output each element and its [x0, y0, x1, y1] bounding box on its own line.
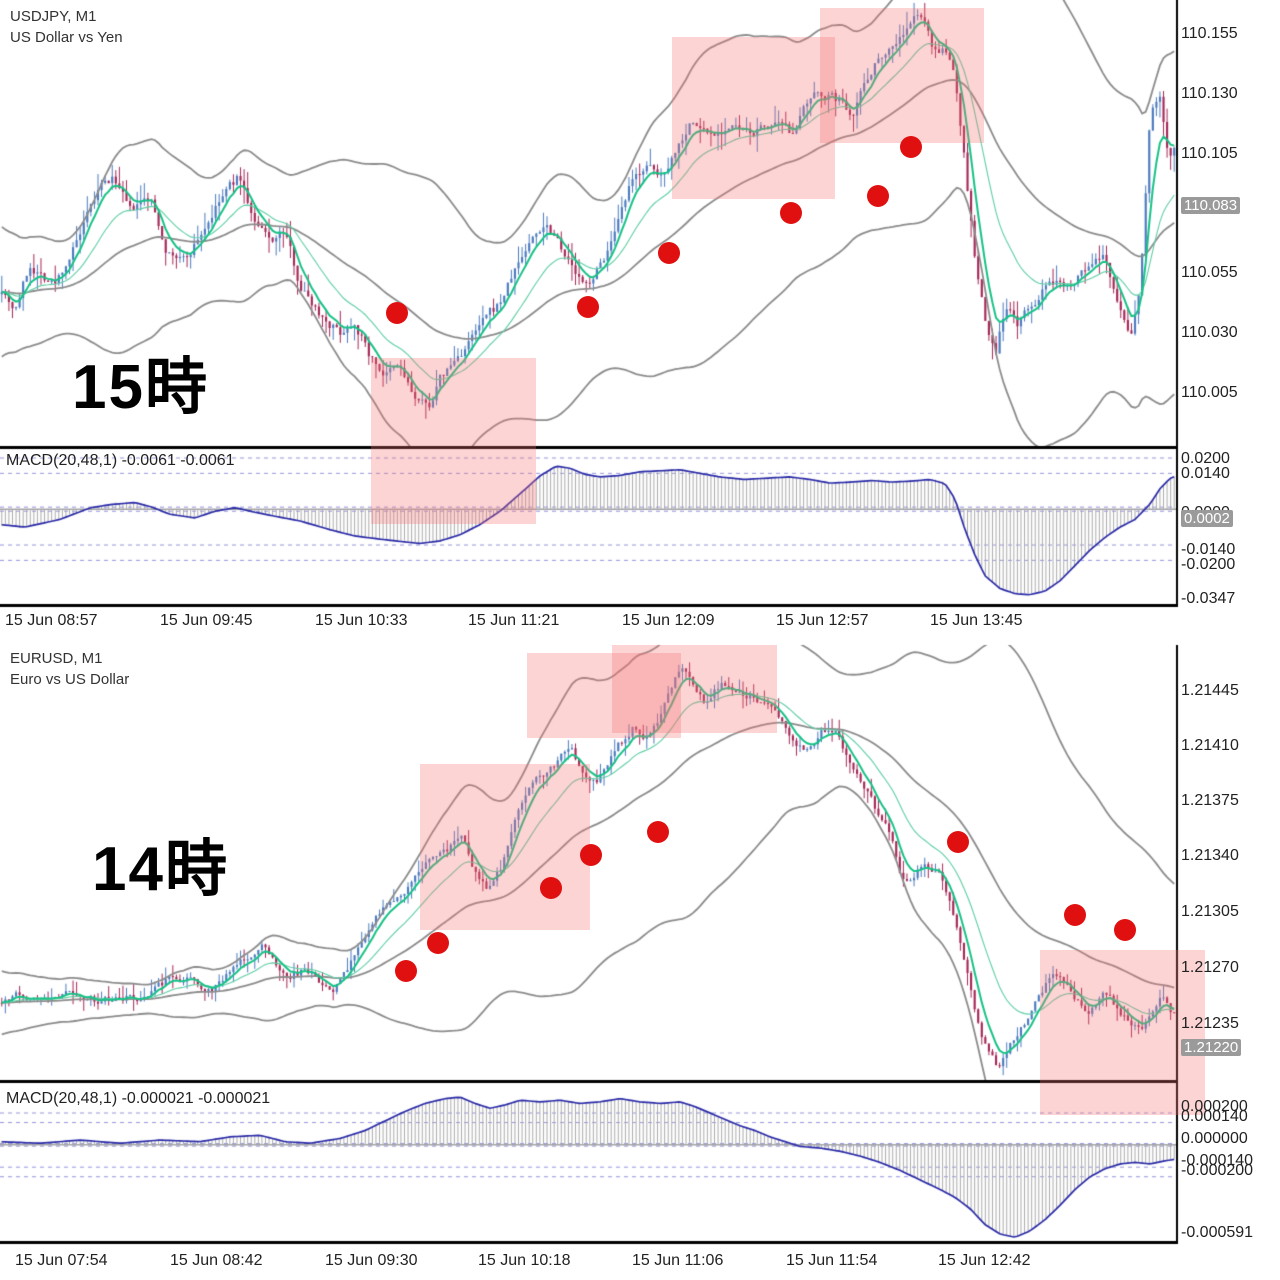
macd-axis-label: 0.000000 — [1181, 1130, 1248, 1147]
signal-dot — [647, 821, 669, 843]
time-axis-label: 15 Jun 08:42 — [170, 1252, 263, 1269]
time-axis-label: 15 Jun 11:21 — [468, 612, 560, 629]
symbol-subtitle-usdjpy: US Dollar vs Yen — [10, 29, 123, 46]
signal-dot — [780, 202, 802, 224]
time-axis-label: 15 Jun 12:09 — [622, 612, 715, 629]
highlight-rect — [420, 764, 590, 930]
macd-axis-label: 0.000140 — [1181, 1108, 1248, 1125]
time-axis-label: 15 Jun 09:30 — [325, 1252, 418, 1269]
signal-dot — [900, 136, 922, 158]
time-axis-label: 15 Jun 07:54 — [15, 1252, 108, 1269]
symbol-title-usdjpy: USDJPY, M1 — [10, 8, 97, 25]
signal-dot — [540, 877, 562, 899]
macd-axis-label: -0.0140 — [1181, 541, 1236, 558]
price-axis-label: 1.21235 — [1181, 1015, 1239, 1032]
symbol-title-eurusd: EURUSD, M1 — [10, 650, 103, 667]
highlight-rect — [1040, 950, 1205, 1115]
macd-axis-label: -0.000200 — [1181, 1162, 1254, 1179]
signal-dot — [577, 296, 599, 318]
signal-dot — [395, 960, 417, 982]
highlight-rect — [527, 653, 681, 738]
price-axis-label: 110.130 — [1181, 85, 1238, 102]
time-axis-label: 15 Jun 12:57 — [776, 612, 869, 629]
signal-dot — [386, 302, 408, 324]
macd-axis-label: -0.0347 — [1181, 590, 1236, 607]
signal-dot — [1114, 919, 1136, 941]
signal-dot — [867, 185, 889, 207]
time-axis-label: 15 Jun 11:06 — [632, 1252, 724, 1269]
macd-axis-label: 0.000200 — [1181, 1098, 1248, 1115]
price-axis-label: 1.21270 — [1181, 959, 1239, 976]
time-axis-label: 15 Jun 10:18 — [478, 1252, 571, 1269]
time-axis-label: 15 Jun 08:57 — [5, 612, 98, 629]
macd-axis-label: 0.0140 — [1181, 465, 1230, 482]
signal-dot — [580, 844, 602, 866]
price-axis-label: 110.030 — [1181, 324, 1238, 341]
macd-axis-label: -0.000140 — [1181, 1152, 1254, 1169]
price-axis-label: 1.21220 — [1181, 1039, 1242, 1056]
highlight-rect — [820, 8, 984, 143]
time-axis-label: 15 Jun 11:54 — [786, 1252, 878, 1269]
symbol-subtitle-eurusd: Euro vs US Dollar — [10, 671, 130, 688]
macd-axis-label: 0.0002 — [1181, 510, 1233, 527]
price-axis-label: 1.21305 — [1181, 903, 1239, 920]
price-axis-label: 110.105 — [1181, 145, 1238, 162]
price-axis-label: 110.005 — [1181, 384, 1238, 401]
macd-axis-label: -0.000591 — [1181, 1224, 1254, 1241]
time-axis-label: 15 Jun 09:45 — [160, 612, 253, 629]
signal-dot — [947, 831, 969, 853]
highlight-rect — [371, 358, 536, 524]
price-axis-label: 1.21410 — [1181, 737, 1239, 754]
macd-axis-label: 0.0200 — [1181, 450, 1230, 467]
price-axis-label: 110.083 — [1181, 197, 1241, 214]
annotation-hour-label-14: 14時 — [92, 835, 229, 904]
signal-dot — [1064, 904, 1086, 926]
macd-indicator-label-usdjpy: MACD(20,48,1) -0.0061 -0.0061 — [6, 452, 235, 469]
price-axis-label: 1.21340 — [1181, 847, 1239, 864]
macd-indicator-label-eurusd: MACD(20,48,1) -0.000021 -0.000021 — [6, 1090, 271, 1107]
time-axis-label: 15 Jun 12:42 — [938, 1252, 1031, 1269]
price-axis-label: 110.155 — [1181, 25, 1238, 42]
highlight-rect — [612, 645, 777, 733]
price-axis-label: 1.21375 — [1181, 792, 1239, 809]
time-axis-label: 15 Jun 10:33 — [315, 612, 408, 629]
price-axis-label: 1.21445 — [1181, 682, 1239, 699]
time-axis-label: 15 Jun 13:45 — [930, 612, 1023, 629]
signal-dot — [658, 242, 680, 264]
price-axis-label: 110.055 — [1181, 264, 1238, 281]
annotation-hour-label-15: 15時 — [72, 353, 209, 422]
macd-axis-label: -0.0200 — [1181, 556, 1236, 573]
signal-dot — [427, 932, 449, 954]
highlight-rect — [672, 37, 835, 199]
